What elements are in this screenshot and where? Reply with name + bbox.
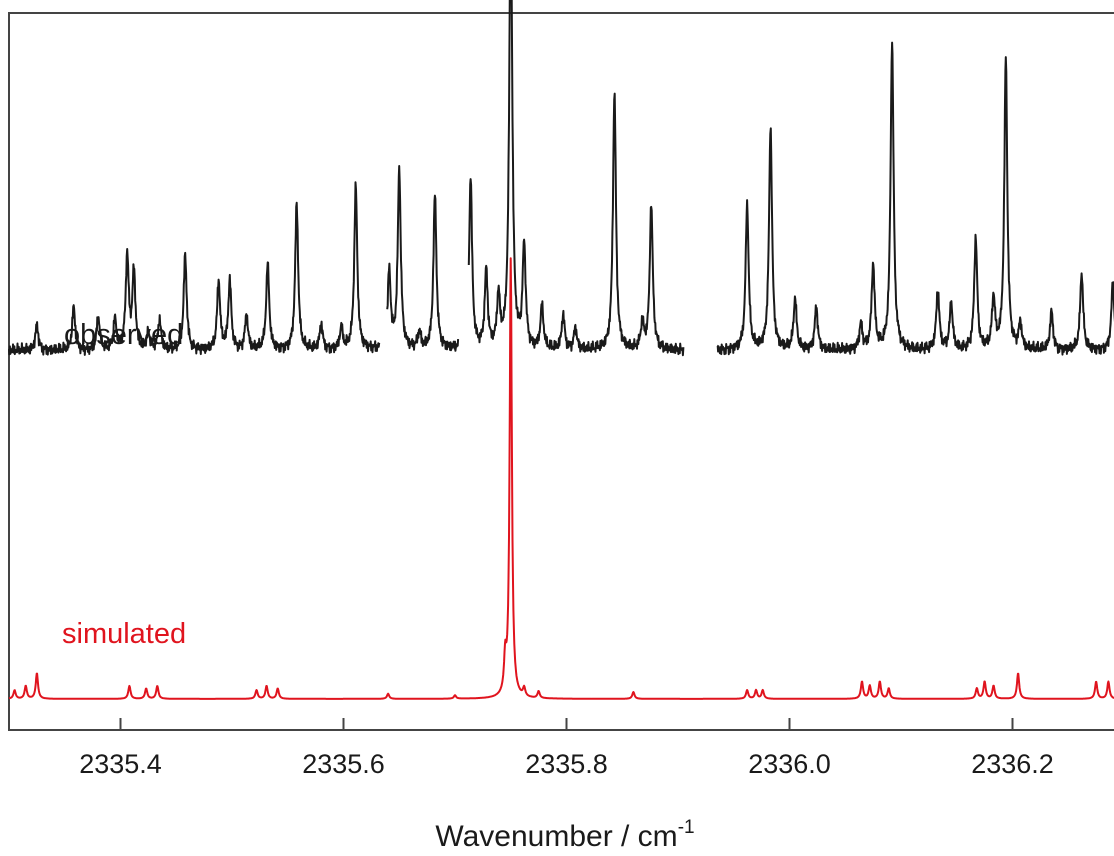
x-tick-label-2335.6: 2335.6	[302, 749, 385, 779]
x-tick-label-2335.4: 2335.4	[79, 749, 162, 779]
x-axis-title-superscript: -1	[678, 817, 695, 838]
series-label-simulated: simulated	[62, 618, 186, 650]
series-line-simulated	[8, 257, 1114, 700]
x-tick-label-2335.8: 2335.8	[525, 749, 608, 779]
series-line-observed	[8, 0, 1114, 357]
x-axis-title: Wavenumber / cm-1	[435, 817, 694, 853]
series-label-observed: observed	[64, 319, 183, 351]
x-tick-label-2336.0: 2336.0	[748, 749, 831, 779]
plot-frame	[8, 12, 1114, 731]
x-axis-title-text: Wavenumber / cm	[435, 820, 677, 853]
x-axis-tick-labels: 2335.4 2335.6 2335.8 2336.0 2336.2	[79, 749, 1054, 779]
x-tick-label-2336.2: 2336.2	[971, 749, 1054, 779]
x-axis-ticks	[119, 718, 1014, 729]
